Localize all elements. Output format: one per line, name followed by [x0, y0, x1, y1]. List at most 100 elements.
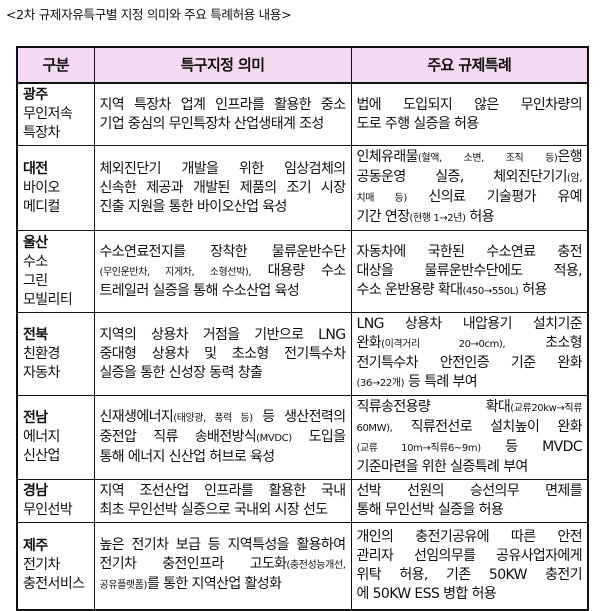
text-line: 신재생에너지(태양광, 풍력 등) 등 생산전력의 — [99, 408, 347, 428]
body-text: 등 MVDC — [480, 439, 582, 455]
text-line: 대상을 물류운반수단에도 적용, — [357, 262, 583, 281]
body-text: 개인의 충전기공유에 따른 안전 — [356, 528, 583, 545]
text-line: 중전압 직류 송배전방식(MVDC) 도입을 — [99, 428, 347, 448]
region-name: 광주 — [23, 87, 48, 103]
body-text: 자동차에 국한된 수소연료 충전 — [356, 243, 583, 260]
table-row: 전남 에너지 신산업 신재생에너지(태양광, 풍력 등) 등 생산전력의 중전압 직류 … — [16, 395, 589, 480]
body-text: 지역 특장차 업계 인프라를 활용한 중소 — [99, 96, 347, 113]
body-text: 전기특수차 안전인증 기준 완화 — [356, 355, 583, 371]
region-name: 제주 — [23, 538, 48, 555]
region-name: 경남 — [23, 483, 48, 499]
table-caption: <2차 규제자유특구별 지정 의미와 주요 특례허용 내용> — [6, 7, 292, 22]
body-text: 은행 — [557, 149, 582, 165]
text-line: 기간 연장(현행 1→2년) 허용 — [357, 208, 583, 228]
meaning-cell: 지역 조선산업 인프라를 활용한 국내 최초 무인선박 실증으로 국내외 시장 선… — [93, 479, 352, 523]
body-text: 기간 연장 — [356, 209, 411, 225]
body-text: 기준마련을 위한 실증특례 부여 — [356, 459, 529, 475]
text-line: 지역의 상용차 거점을 기반으로 LNG — [99, 326, 347, 345]
body-text: 진출 지원을 통한 바이오산업 육성 — [99, 198, 288, 215]
text-line: 높은 전기차 보급 등 지역특성을 활용하여 — [99, 536, 347, 555]
region-cell: 광주 무인저속 특장차 — [16, 82, 95, 146]
body-text: 통해 에너지 신산업 허브로 육성 — [99, 449, 276, 465]
text-line: 완화(이격거리 20→0cm), 초소형 — [357, 334, 583, 354]
header-special-provisions: 주요 규제특례 — [350, 46, 589, 84]
text-line: 통해 무인선박 실증을 허용 — [357, 501, 583, 520]
text-line: 공동운영 실증, 체외진단기기(암, — [357, 168, 583, 188]
zone-name-line: 수소 — [23, 253, 48, 270]
table-row: 대전 바이오 메디컬 체외진단기 개발을 위한 임상검체의 신속한 제공과 개발된 제품… — [16, 145, 589, 231]
note-text: (태양광, 풍력 등) — [173, 413, 253, 424]
zone-name-line: 전기차 — [23, 557, 60, 574]
body-text: 체외진단기 개발을 위한 임상검체의 — [99, 160, 347, 177]
text-line: (교류 10m→직류6~9m) 등 MVDC — [357, 438, 583, 458]
body-text: 인체유래물 — [356, 149, 419, 165]
note-text: (36→22개) — [356, 378, 405, 389]
body-text: 공동운영 실증, 체외진단기기 — [356, 169, 568, 185]
text-line: 선박 선원의 승선의무 면제를 — [357, 482, 583, 501]
body-text: 도입을 — [291, 429, 346, 445]
meaning-cell: 지역 특장차 업계 인프라를 활용한 중소 기업 중심의 무인특장차 산업생태계 … — [93, 82, 352, 146]
header-meaning: 특구지정 의미 — [93, 46, 352, 84]
zone-name-line: 충전서비스 — [23, 576, 85, 593]
text-line: 60MW), 직류전선로 설치높이 완화 — [357, 418, 583, 438]
body-text: 신속한 제공과 개발된 제품의 조기 시장 — [99, 179, 347, 196]
text-line: 신속한 제공과 개발된 제품의 조기 시장 — [99, 179, 347, 198]
text-line: LNG 상용차 내압용기 설치기준 — [357, 315, 583, 334]
text-line: 트레일러 실증을 통해 수소산업 육성 — [100, 282, 346, 301]
body-text: 대상을 물류운반수단에도 적용, — [356, 262, 583, 279]
table-row: 울산 수소 그린 모빌리티 수소연료전지를 장착한 물류운반수단 (무인운반차, 지게차,… — [16, 230, 589, 313]
meaning-cell: 신재생에너지(태양광, 풍력 등) 등 생산전력의 중전압 직류 송배전방식(MV… — [93, 395, 352, 480]
text-line: 기준마련을 위한 실증특례 부여 — [357, 458, 583, 477]
text-line: (무인운반차, 지게차, 소형선박), 대용량 수소 — [100, 262, 347, 282]
text-line: 지역 조선산업 인프라를 활용한 국내 — [100, 482, 347, 501]
text-line: 진출 지원을 통한 바이오산업 육성 — [100, 198, 346, 217]
zone-name-line: 자동차 — [23, 364, 60, 381]
text-line: 위탁 허용, 기존 50KW 충전기 — [357, 566, 583, 585]
body-text: 수소 운반용량 확대 — [356, 281, 464, 298]
body-text: 중전압 직류 송배전방식 — [99, 429, 257, 445]
body-text: 직류전선로 설치높이 완화 — [392, 419, 583, 435]
table-row: 광주 무인저속 특장차 지역 특장차 업계 인프라를 활용한 중소 기업 중심의 무인특… — [16, 82, 589, 146]
text-line: 개인의 충전기공유에 따른 안전 — [357, 528, 583, 547]
note-text: 치매 등) — [356, 193, 408, 204]
body-text: 초소형 — [505, 335, 582, 351]
note-text: (암, — [566, 173, 582, 184]
note-text: (혈액, 소변, 조직 등) — [417, 153, 558, 164]
body-text: 도로 주행 실증을 허용 — [356, 115, 480, 132]
header-category: 구분 — [16, 46, 95, 84]
note-text: (교류20kw→직류 — [510, 403, 582, 414]
body-text: 법에 도입되지 않은 무인차량의 — [356, 96, 583, 113]
body-text: 신의료 기술평가 유예 — [406, 189, 582, 205]
region-name: 대전 — [23, 160, 48, 177]
body-text: 등 생산전력의 — [252, 409, 346, 425]
body-text: 에 50KW ESS 병합 허용 — [356, 585, 497, 602]
note-text: (교류 10m→직류6~9m) — [356, 443, 482, 454]
body-text: 를 통한 지역산업 활성화 — [147, 576, 282, 593]
note-text: (충전성능개선, — [286, 560, 346, 572]
body-text: 지역의 상용차 거점을 기반으로 LNG — [99, 326, 347, 343]
body-text: 완화 — [356, 335, 382, 351]
zone-name-line: 특장차 — [23, 125, 60, 141]
body-text: 관리자 선임의무를 공유사업자에게 — [356, 547, 583, 564]
region-name: 전남 — [23, 410, 48, 426]
zone-name-line: 그린 — [23, 272, 48, 289]
body-text: 직류송전용량 확대 — [356, 399, 511, 415]
zone-name-line: 무인선박 — [23, 502, 73, 518]
region-name: 울산 — [23, 234, 48, 251]
meaning-cell: 수소연료전지를 장착한 물류운반수단 (무인운반차, 지게차, 소형선박), 대용… — [93, 230, 352, 313]
text-line: 체외진단기 개발을 위한 임상검체의 — [99, 160, 347, 179]
body-text: 신재생에너지 — [99, 409, 174, 425]
body-text: 위탁 허용, 기존 50KW 충전기 — [356, 566, 583, 583]
text-line: 수소연료전지를 장착한 물류운반수단 — [100, 243, 347, 262]
body-text: 높은 전기차 보급 등 지역특성을 활용하여 — [99, 537, 347, 554]
table-row: 제주 전기차 충전서비스 높은 전기차 보급 등 지역특성을 활용하여 전기차 충전인프… — [16, 522, 589, 610]
note-text: (MVDC) — [256, 433, 292, 444]
body-text: 선박 선원의 승선의무 면제를 — [356, 483, 583, 499]
note-text: (현행 1→2년) — [409, 213, 466, 224]
